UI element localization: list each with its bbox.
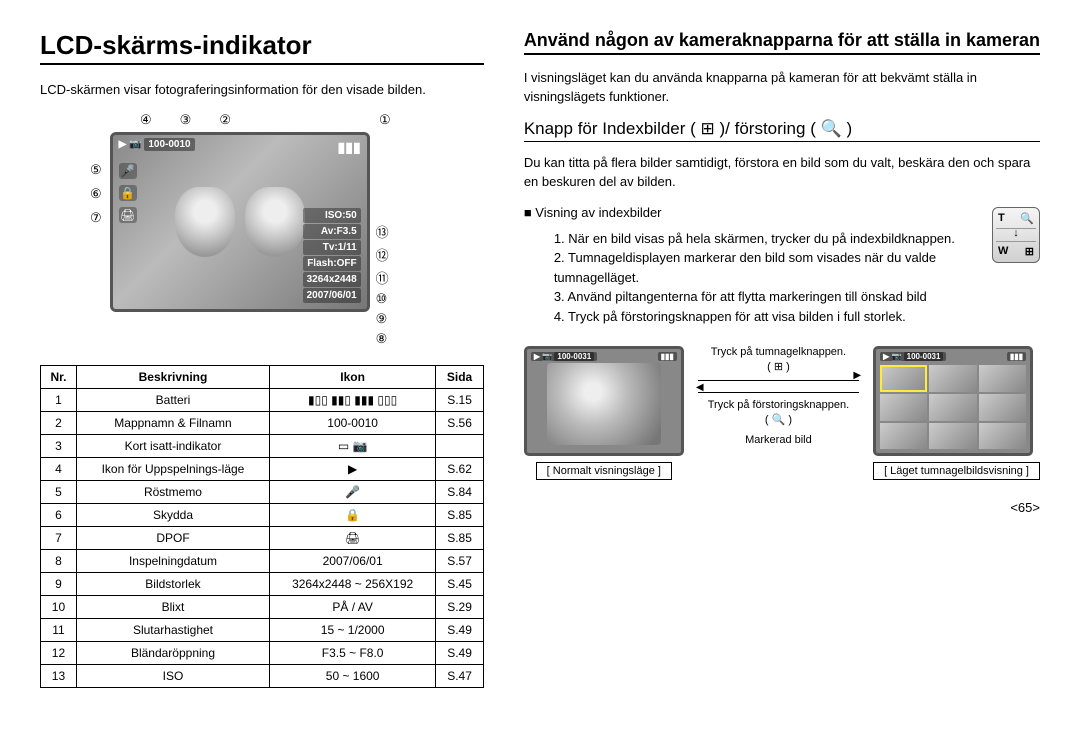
- table-header: Sida: [436, 365, 484, 388]
- lcd-screen: ▶ 📷 100-0010 ▮▮▮ 🎤 🔒 🖨 ISO:50 Av:F3.5 Tv…: [110, 132, 370, 312]
- right-column: Använd någon av kameraknapparna för att …: [524, 30, 1040, 688]
- table-row: 9Bildstorlek3264x2448 ~ 256X192S.45: [41, 572, 484, 595]
- bullet-head: ■ Visning av indexbilder: [524, 203, 1040, 223]
- callout-8: ⑧: [376, 331, 389, 347]
- mini-lcd-thumbs: ▶ 📷 100-0031▮▮▮: [873, 346, 1033, 456]
- lcd-av: Av:F3.5: [303, 224, 361, 239]
- callout-6: ⑥: [90, 186, 102, 202]
- callout-4: ④: [140, 112, 152, 128]
- callout-11: ⑪: [376, 268, 389, 287]
- arrow-top-label: Tryck på tumnagelknappen.: [711, 346, 846, 358]
- step-item: 4. Tryck på förstoringsknappen för att v…: [554, 307, 1040, 327]
- page: LCD-skärms-indikator LCD-skärmen visar f…: [40, 30, 1040, 688]
- step-item: 3. Använd piltangenterna för att flytta …: [554, 287, 1040, 307]
- step-item: 2. Tumnageldisplayen markerar den bild s…: [554, 248, 1040, 287]
- steps-block: ■ Visning av indexbilder 1. När en bild …: [524, 203, 1040, 326]
- table-row: 12BländaröppningF3.5 ~ F8.0S.49: [41, 641, 484, 664]
- compare-arrows: Tryck på tumnagelknappen. ( ⊞ ) Tryck på…: [698, 346, 859, 446]
- play-icon: ▶ 📷 100-0010: [119, 139, 195, 156]
- left-title: LCD-skärms-indikator: [40, 30, 484, 65]
- callout-7: ⑦: [90, 210, 102, 226]
- table-row: 7DPOF🖨S.85: [41, 526, 484, 549]
- section-head: Knapp för Indexbilder ( ⊞ )/ förstoring …: [524, 119, 1040, 142]
- step-item: 1. När en bild visas på hela skärmen, tr…: [554, 229, 1040, 249]
- battery-icon: ▮▮▮: [338, 139, 361, 156]
- lock-icon: 🔒: [119, 185, 137, 201]
- left-column: LCD-skärms-indikator LCD-skärmen visar f…: [40, 30, 484, 688]
- caption-normal: [ Normalt visningsläge ]: [536, 462, 672, 480]
- left-intro: LCD-skärmen visar fotograferingsinformat…: [40, 81, 484, 100]
- lcd-date: 2007/06/01: [303, 288, 361, 303]
- callout-13: ⑬: [376, 222, 389, 241]
- section-lead: Du kan titta på flera bilder samtidigt, …: [524, 154, 1040, 192]
- caption-thumbs: [ Läget tumnagelbildsvisning ]: [873, 462, 1040, 480]
- magnify-icon: 🔍: [1020, 212, 1034, 225]
- table-row: 2Mappnamn & Filnamn100-0010S.56: [41, 411, 484, 434]
- callout-5: ⑤: [90, 162, 102, 178]
- callout-3: ③: [180, 112, 192, 128]
- mini-lcd-normal: ▶ 📷 100-0031▮▮▮: [524, 346, 684, 456]
- table-header: Nr.: [41, 365, 77, 388]
- table-row: 4Ikon för Uppspelnings-läge▶S.62: [41, 457, 484, 480]
- callout-10: ⑩: [376, 291, 389, 307]
- mic-icon: 🎤: [119, 163, 137, 179]
- page-number: <65>: [524, 500, 1040, 515]
- lcd-flash: Flash:OFF: [303, 256, 361, 271]
- table-row: 5Röstmemo🎤S.84: [41, 480, 484, 503]
- compare-block: ▶ 📷 100-0031▮▮▮ [ Normalt visningsläge ]…: [524, 346, 1040, 480]
- table-row: 1Batteri▮▯▯ ▮▮▯ ▮▮▮ ▯▯▯S.15: [41, 388, 484, 411]
- right-title: Använd någon av kameraknapparna för att …: [524, 30, 1040, 55]
- tw-w: W: [998, 245, 1008, 258]
- lcd-iso: ISO:50: [303, 208, 361, 223]
- grid-icon: ⊞: [1025, 245, 1034, 258]
- table-row: 11Slutarhastighet15 ~ 1/2000S.49: [41, 618, 484, 641]
- arrow-bot-label: Tryck på förstoringsknappen.: [708, 399, 849, 411]
- tw-zoom-widget: T 🔍 W ⊞: [992, 207, 1040, 263]
- callout-9: ⑨: [376, 311, 389, 327]
- callout-2: ②: [219, 112, 231, 128]
- table-header: Beskrivning: [76, 365, 269, 388]
- table-row: 13ISO50 ~ 1600S.47: [41, 664, 484, 687]
- marked-label: Markerad bild: [745, 434, 812, 446]
- callout-1: ①: [379, 112, 391, 128]
- dpof-icon: 🖨: [119, 207, 137, 223]
- right-intro: I visningsläget kan du använda knapparna…: [524, 69, 1040, 107]
- arrow-bot-paren: ( 🔍 ): [765, 413, 792, 426]
- lcd-size: 3264x2448: [303, 272, 361, 287]
- table-header: Ikon: [270, 365, 436, 388]
- lcd-diagram: ④ ③ ② ① ⑤ ⑥ ⑦ ▶ 📷 100-0010 ▮▮▮: [90, 112, 470, 347]
- callout-12: ⑫: [376, 245, 389, 264]
- table-row: 3Kort isatt-indikator▭ 📷: [41, 434, 484, 457]
- table-row: 8Inspelningdatum2007/06/01S.57: [41, 549, 484, 572]
- lcd-tv: Tv:1/11: [303, 240, 361, 255]
- tw-t: T: [998, 212, 1005, 225]
- table-row: 6Skydda🔒S.85: [41, 503, 484, 526]
- indicator-table: Nr.BeskrivningIkonSida 1Batteri▮▯▯ ▮▮▯ ▮…: [40, 365, 484, 688]
- arrow-top-paren: ( ⊞ ): [767, 360, 790, 373]
- table-row: 10BlixtPÅ / AVS.29: [41, 595, 484, 618]
